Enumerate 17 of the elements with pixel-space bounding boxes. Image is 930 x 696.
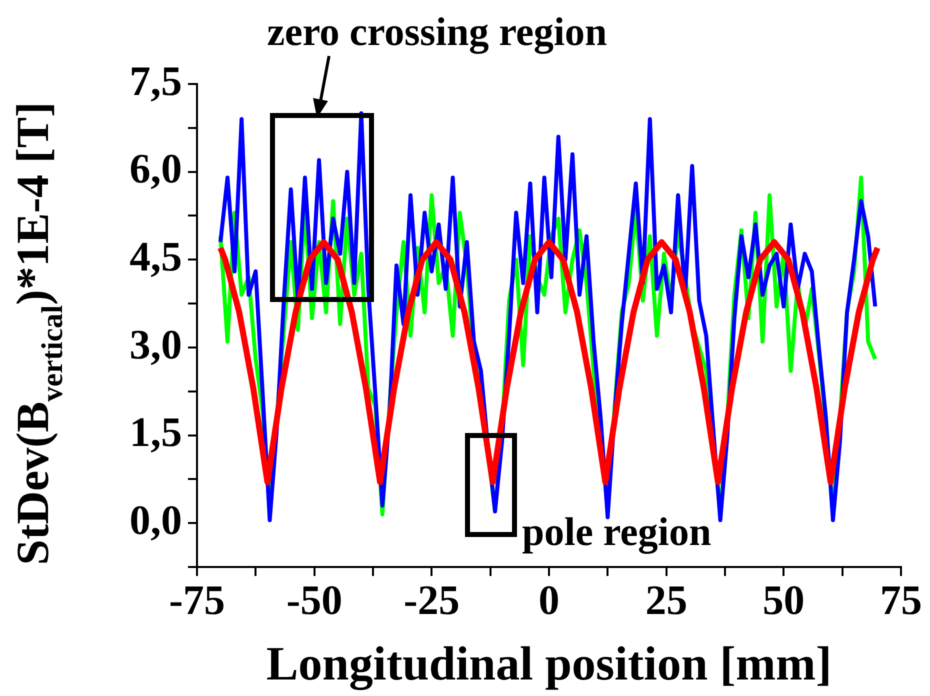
y-tick-label: 7,5 <box>130 58 182 105</box>
text: zero crossing region <box>267 9 607 54</box>
y-axis-title: StDev(Bvertical)*1E-4 [T] <box>7 102 69 566</box>
x-axis-title: Longitudinal position [mm] <box>266 638 832 691</box>
x-tick-label: 0 <box>538 578 560 624</box>
y-tick-label: 0,0 <box>130 498 182 544</box>
x-tick-label: -50 <box>286 578 342 624</box>
x-tick-label: 50 <box>762 578 805 624</box>
y-tick-label: 1,5 <box>130 410 182 456</box>
x-tick-label: -25 <box>404 578 460 624</box>
x-tick-label: 75 <box>880 578 922 624</box>
annotation: pole region <box>522 509 712 554</box>
y-tick-label: 3,0 <box>130 322 182 368</box>
y-tick-label: 4,5 <box>130 234 182 280</box>
x-tick-label: -75 <box>169 578 225 624</box>
y-tick-label: 6,0 <box>130 146 182 193</box>
x-tick-label: 25 <box>645 578 688 624</box>
